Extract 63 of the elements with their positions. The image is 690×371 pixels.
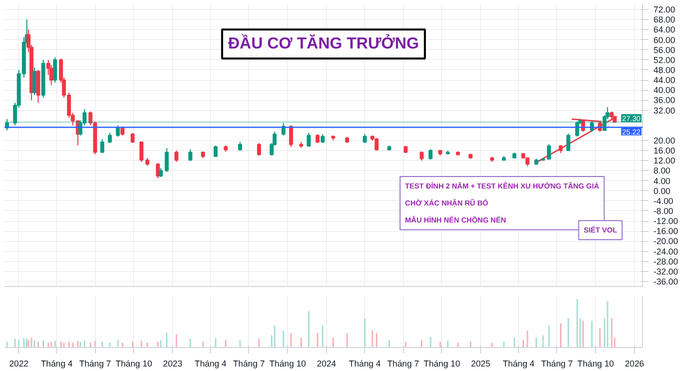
text: ĐẦU CƠ TĂNG TRƯỞNG <box>228 33 419 52</box>
y-tick-label: 8.00 <box>654 166 671 176</box>
y-tick-label: 60.00 <box>654 34 676 45</box>
x-tick-label: Tháng 4 <box>502 358 535 368</box>
candlestick <box>374 137 379 152</box>
candlestick <box>116 124 120 138</box>
y-tick-label: -32.00 <box>654 266 678 276</box>
x-tick-label: Tháng 10 <box>577 358 614 368</box>
candlestick <box>289 124 294 148</box>
y-tick-label: 20.00 <box>654 135 676 146</box>
y-tick-label: 48.00 <box>654 64 676 75</box>
candlestick <box>214 145 218 158</box>
y-tick-label: 40.00 <box>654 85 676 96</box>
y-tick-label: 36.00 <box>654 95 676 106</box>
candlestick <box>49 64 54 86</box>
x-tick-label: Tháng 4 <box>194 358 227 368</box>
y-tick-label: 56.00 <box>654 44 676 55</box>
x-tick-label: Tháng 7 <box>79 358 112 368</box>
y-tick-label: 44.00 <box>654 75 676 86</box>
y-tick-label: -4.00 <box>654 196 674 206</box>
x-tick-label: 2022 <box>9 358 29 368</box>
y-tick-label: 4.00 <box>654 176 671 186</box>
candlestick <box>566 132 570 152</box>
candlestick <box>53 56 58 84</box>
x-tick-label: Tháng 7 <box>541 358 574 368</box>
x-tick-label: 2026 <box>624 358 644 368</box>
y-tick-label: -24.00 <box>654 246 678 256</box>
candlestick <box>108 132 112 144</box>
y-tick-label: 16.00 <box>654 146 676 156</box>
candlestick <box>130 132 135 144</box>
y-tick-label: -16.00 <box>654 226 678 236</box>
y-tick-label: 72.00 <box>654 4 676 15</box>
y-tick-label: 64.00 <box>654 24 676 35</box>
y-tick-label: -8.00 <box>654 206 674 216</box>
y-tick-label: 12.00 <box>654 156 676 166</box>
y-tick-label: -28.00 <box>654 256 678 266</box>
candlestick <box>174 150 178 162</box>
x-tick-label: Tháng 4 <box>40 358 73 368</box>
x-tick-label: 2024 <box>316 358 336 368</box>
candlestick <box>156 162 160 179</box>
candlestick <box>139 140 144 162</box>
x-tick-label: 2023 <box>163 358 182 368</box>
y-tick-label: 68.00 <box>654 14 676 25</box>
candlestick <box>306 132 311 148</box>
y-tick-label: -12.00 <box>654 216 678 226</box>
candlestick <box>257 142 261 156</box>
x-tick-label: Tháng 10 <box>269 358 306 368</box>
candlestick <box>546 144 551 160</box>
y-tick-label: 0.00 <box>654 186 671 196</box>
candlestick <box>100 138 104 154</box>
x-tick-label: Tháng 10 <box>116 358 152 368</box>
y-tick-label: -20.00 <box>654 236 678 246</box>
y-tick-label: -36.00 <box>654 276 678 286</box>
x-tick-label: 2025 <box>471 358 490 368</box>
candlestick <box>36 69 40 104</box>
x-tick-label: Tháng 7 <box>387 358 420 368</box>
x-tick-label: Tháng 10 <box>424 358 460 368</box>
y-tick-label: 32.00 <box>654 105 676 116</box>
x-tick-label: Tháng 4 <box>348 358 381 368</box>
y-tick-label: 52.00 <box>654 54 676 65</box>
candlestick <box>32 66 36 96</box>
x-tick-label: Tháng 7 <box>233 358 265 368</box>
candlestick <box>428 148 433 160</box>
